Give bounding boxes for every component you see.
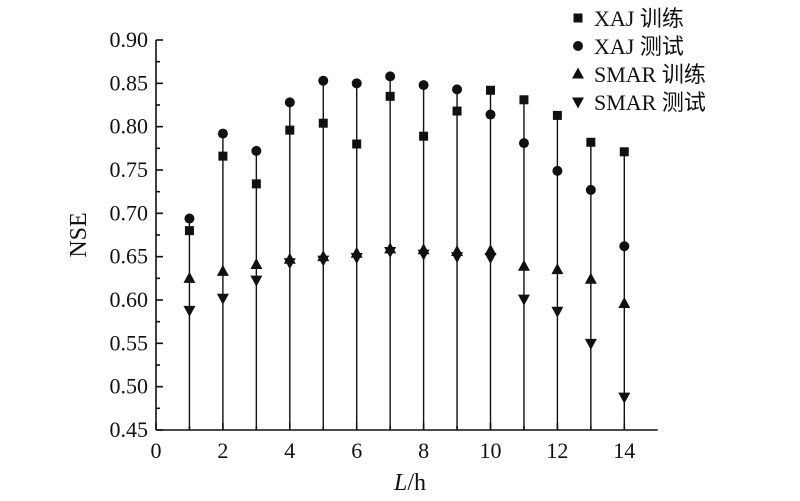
- x-tick-label: 6: [351, 438, 362, 463]
- y-tick-label: 0.70: [110, 200, 149, 225]
- legend-label: XAJ 测试: [594, 34, 684, 59]
- y-ticks: 0.45 0.50 0.55 0.60 0.65 0.70 0.75 0.80 0.85 0.90: [110, 27, 163, 442]
- triangle-down-marker: [283, 258, 296, 270]
- legend-triangle-down-marker: [572, 97, 584, 109]
- x-axis-title-unit: /h: [407, 470, 426, 496]
- circle-marker: [385, 71, 396, 82]
- triangle-down-marker: [484, 253, 497, 265]
- circle-marker: [251, 145, 262, 156]
- y-tick-label: 0.45: [110, 417, 149, 442]
- legend-label: SMAR 训练: [594, 62, 706, 87]
- circle-marker: [552, 165, 563, 176]
- triangle-down-marker: [551, 306, 564, 318]
- circle-marker: [217, 128, 228, 139]
- triangle-up-marker: [551, 263, 564, 275]
- y-tick-label: 0.75: [110, 157, 149, 182]
- x-axis-title-variable: L: [393, 470, 407, 496]
- square-marker: [352, 139, 362, 149]
- legend-label: SMAR 测试: [594, 90, 706, 115]
- x-tick-label: 0: [151, 438, 162, 463]
- triangle-up-marker: [216, 264, 229, 276]
- y-tick-label: 0.90: [110, 27, 149, 52]
- triangle-down-marker: [250, 275, 263, 287]
- triangle-up-marker: [584, 272, 597, 284]
- square-marker: [486, 85, 495, 95]
- square-marker: [251, 179, 261, 189]
- triangle-up-marker: [183, 271, 196, 283]
- circle-marker: [184, 213, 195, 224]
- triangle-up-marker: [517, 259, 530, 271]
- y-tick-label: 0.60: [110, 287, 149, 312]
- square-marker: [586, 137, 596, 147]
- triangle-down-marker: [618, 392, 631, 404]
- circle-marker: [585, 184, 596, 195]
- y-tick-label: 0.85: [110, 70, 149, 95]
- square-marker: [218, 151, 228, 161]
- circle-marker: [518, 138, 529, 149]
- y-tick-label: 0.65: [110, 244, 149, 269]
- y-axis-title: NSE: [66, 212, 92, 257]
- circle-marker: [351, 78, 362, 89]
- stem-lines: [188, 76, 625, 430]
- x-tick-label: 2: [217, 438, 228, 463]
- y-tick-label: 0.50: [110, 374, 149, 399]
- triangle-down-marker: [584, 338, 597, 350]
- triangle-down-marker: [216, 293, 229, 305]
- legend: XAJ 训练 XAJ 测试 SMAR 训练 SMAR 测试: [572, 6, 706, 115]
- y-tick-label: 0.55: [110, 330, 149, 355]
- x-tick-label: 8: [418, 438, 429, 463]
- x-tick-label: 4: [284, 438, 295, 463]
- square-marker: [419, 131, 429, 141]
- square-marker: [452, 106, 462, 116]
- square-marker: [318, 118, 328, 128]
- triangle-down-marker: [350, 253, 363, 265]
- x-tick-label: 12: [546, 438, 568, 463]
- circle-marker: [284, 97, 295, 108]
- y-tick-label: 0.80: [110, 114, 149, 139]
- triangle-down-marker: [417, 249, 430, 261]
- triangle-up-marker: [250, 257, 263, 269]
- circle-marker: [619, 241, 630, 252]
- data-markers: [183, 71, 631, 404]
- square-marker: [519, 95, 529, 105]
- square-marker: [184, 226, 194, 236]
- legend-circle-marker: [573, 41, 583, 51]
- triangle-down-marker: [317, 255, 330, 267]
- square-marker: [619, 147, 629, 157]
- legend-label: XAJ 训练: [594, 6, 684, 31]
- triangle-down-marker: [384, 246, 397, 258]
- triangle-down-marker: [183, 305, 196, 317]
- x-tick-label: 10: [480, 438, 502, 463]
- x-ticks: 0 2 4 6 8 10 12 14: [151, 423, 635, 463]
- triangle-down-marker: [517, 294, 530, 306]
- triangle-up-marker: [618, 296, 631, 308]
- circle-marker: [418, 80, 429, 91]
- triangle-up-marker: [484, 244, 497, 256]
- circle-marker: [452, 84, 463, 95]
- circle-marker: [318, 75, 329, 86]
- circle-marker: [485, 109, 496, 120]
- triangle-down-marker: [451, 252, 464, 264]
- square-marker: [385, 91, 395, 101]
- x-axis-title: L/h: [393, 470, 426, 496]
- legend-triangle-up-marker: [572, 67, 584, 79]
- legend-square-marker: [573, 13, 583, 23]
- square-marker: [285, 125, 295, 135]
- square-marker: [552, 110, 562, 120]
- x-tick-label: 14: [613, 438, 635, 463]
